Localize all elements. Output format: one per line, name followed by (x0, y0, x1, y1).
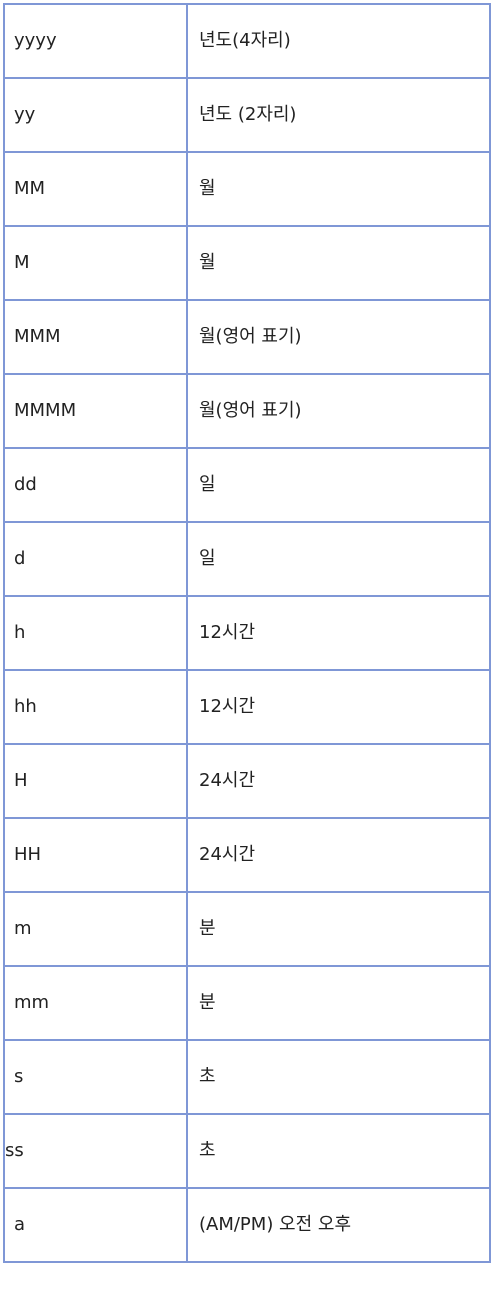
table-row: hh 12시간 (3, 669, 491, 745)
pattern-cell: mm (3, 965, 188, 1041)
table-row: mm 분 (3, 965, 491, 1041)
table-row: MM 월 (3, 151, 491, 227)
description-cell: 년도(4자리) (186, 3, 491, 79)
table-row: MMM 월(영어 표기) (3, 299, 491, 375)
description-cell: 분 (186, 965, 491, 1041)
table-row: dd 일 (3, 447, 491, 523)
pattern-cell: s (3, 1039, 188, 1115)
pattern-cell: H (3, 743, 188, 819)
description-cell: 월(영어 표기) (186, 299, 491, 375)
table-row: s 초 (3, 1039, 491, 1115)
pattern-cell: d (3, 521, 188, 597)
table-row: yyyy 년도(4자리) (3, 3, 491, 79)
table-row: d 일 (3, 521, 491, 597)
table-row: a (AM/PM) 오전 오후 (3, 1187, 491, 1263)
pattern-cell: M (3, 225, 188, 301)
table-row: ss 초 (3, 1113, 491, 1189)
description-cell: 12시간 (186, 669, 491, 745)
table-row: M 월 (3, 225, 491, 301)
pattern-cell: MMMM (3, 373, 188, 449)
pattern-cell: HH (3, 817, 188, 893)
pattern-cell: MMM (3, 299, 188, 375)
description-cell: 24시간 (186, 743, 491, 819)
pattern-cell: hh (3, 669, 188, 745)
date-format-table: yyyy 년도(4자리) yy 년도 (2자리) MM 월 M 월 MMM 월(… (3, 3, 491, 1263)
pattern-cell: MM (3, 151, 188, 227)
table-row: HH 24시간 (3, 817, 491, 893)
description-cell: 12시간 (186, 595, 491, 671)
table-row: h 12시간 (3, 595, 491, 671)
description-cell: 월 (186, 151, 491, 227)
table-body: yyyy 년도(4자리) yy 년도 (2자리) MM 월 M 월 MMM 월(… (3, 3, 491, 1263)
description-cell: 분 (186, 891, 491, 967)
pattern-cell: yyyy (3, 3, 188, 79)
description-cell: 일 (186, 447, 491, 523)
description-cell: 초 (186, 1113, 491, 1189)
description-cell: 년도 (2자리) (186, 77, 491, 153)
pattern-cell: a (3, 1187, 188, 1263)
description-cell: 월(영어 표기) (186, 373, 491, 449)
description-cell: 초 (186, 1039, 491, 1115)
description-cell: (AM/PM) 오전 오후 (186, 1187, 491, 1263)
table-row: MMMM 월(영어 표기) (3, 373, 491, 449)
table-row: yy 년도 (2자리) (3, 77, 491, 153)
pattern-cell: h (3, 595, 188, 671)
table-row: H 24시간 (3, 743, 491, 819)
pattern-cell: yy (3, 77, 188, 153)
description-cell: 24시간 (186, 817, 491, 893)
pattern-cell: dd (3, 447, 188, 523)
description-cell: 월 (186, 225, 491, 301)
pattern-cell: ss (3, 1113, 188, 1189)
table-row: m 분 (3, 891, 491, 967)
pattern-cell: m (3, 891, 188, 967)
description-cell: 일 (186, 521, 491, 597)
